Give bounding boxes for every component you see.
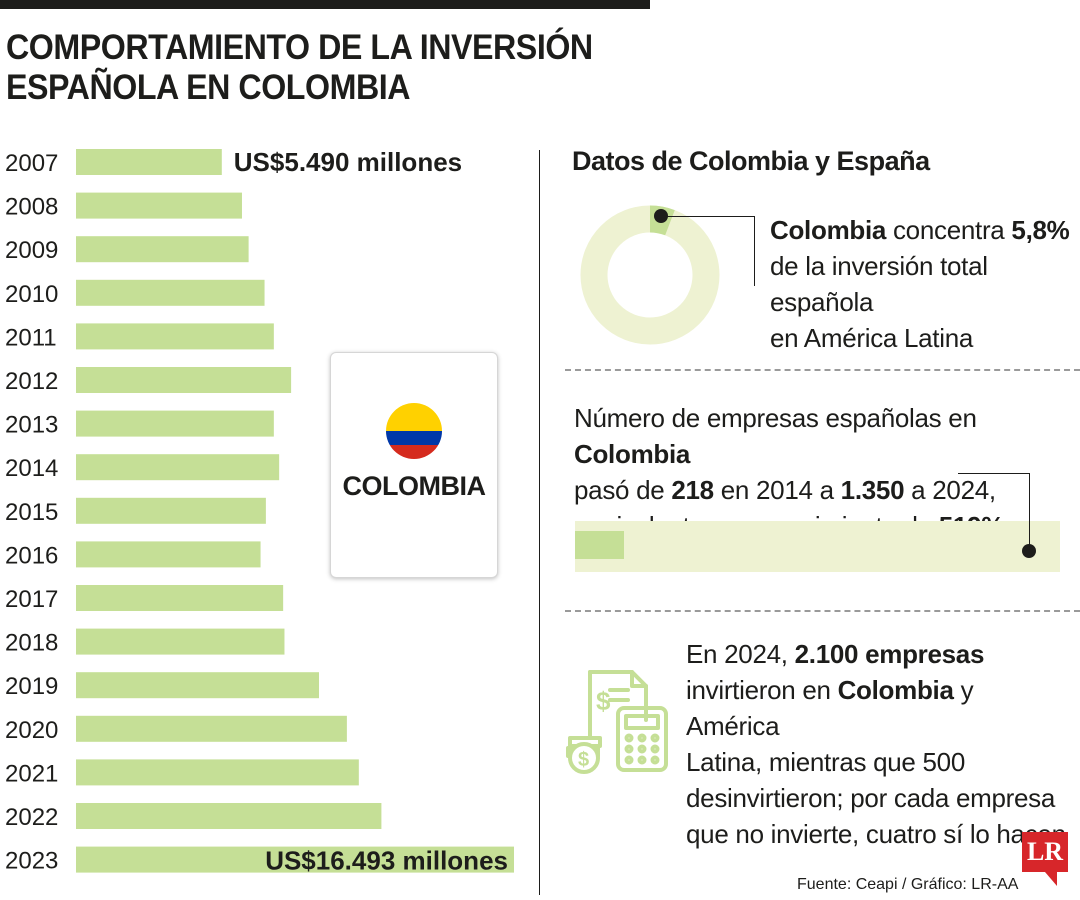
bar-2010 xyxy=(76,279,265,306)
bar-2017 xyxy=(76,585,284,611)
bar-2014 xyxy=(76,454,280,481)
donut-callout-line xyxy=(662,216,754,217)
year-label-2014: 2014 xyxy=(5,455,58,482)
year-label-2012: 2012 xyxy=(5,368,58,395)
share-donut-chart xyxy=(580,205,720,345)
chart-title: COMPORTAMIENTO DE LA INVERSIÓN ESPAÑOLA … xyxy=(6,28,593,108)
bar-2018 xyxy=(76,628,285,655)
investment-bar-chart: 2007 2008 2009 2010 2011 2012 2013 2014 2015 2016… xyxy=(5,147,514,876)
year-label-2021: 2021 xyxy=(5,760,58,787)
growth-bar-track xyxy=(575,521,1060,572)
bar-2015 xyxy=(76,497,266,524)
year-label-2009: 2009 xyxy=(5,237,58,264)
bar-2019 xyxy=(76,672,319,699)
companies-2024-text: En 2024, 2.100 empresas invirtieron en C… xyxy=(686,639,1066,849)
year-label-2023: 2023 xyxy=(5,848,58,875)
data-label-first: US$5.490 millones xyxy=(234,147,462,177)
bar-2009 xyxy=(76,236,249,263)
stat1-country: Colombia xyxy=(770,215,887,245)
dashed-divider xyxy=(565,369,1080,371)
year-label-2011: 2011 xyxy=(5,324,57,351)
flag-country-name: COLOMBIA xyxy=(342,471,486,501)
lr-logo: LR xyxy=(1022,832,1068,872)
colombia-flag-icon xyxy=(386,403,442,459)
growth-bar-2014 xyxy=(575,531,624,559)
companies-2014: 218 xyxy=(671,475,714,505)
bar-2012 xyxy=(76,367,292,393)
title-line-2: ESPAÑOLA EN COLOMBIA xyxy=(6,68,411,107)
year-label-2019: 2019 xyxy=(5,673,58,700)
year-label-2017: 2017 xyxy=(5,586,58,613)
donut-callout-dot xyxy=(654,209,668,223)
bar-2021 xyxy=(76,759,359,786)
lr-logo-tail xyxy=(1045,872,1057,886)
year-label-2020: 2020 xyxy=(5,717,58,744)
section-title: Datos de Colombia y España xyxy=(572,146,930,176)
stat1-percent: 5,8% xyxy=(1011,215,1070,245)
svg-text:$: $ xyxy=(596,686,611,716)
bar-2008 xyxy=(76,192,242,219)
donut-track xyxy=(580,205,720,345)
bar-2016 xyxy=(76,541,261,568)
dashed-divider xyxy=(565,610,1080,612)
top-rule xyxy=(0,0,650,9)
year-label-2013: 2013 xyxy=(5,412,58,439)
growth-callout-dot xyxy=(1022,544,1036,558)
money-calculator-icon: $ $ xyxy=(566,670,668,774)
data-label-last: US$16.493 millones xyxy=(265,846,508,876)
year-label-2016: 2016 xyxy=(5,542,58,569)
year-label-2022: 2022 xyxy=(5,804,58,831)
year-label-2007: 2007 xyxy=(5,150,58,177)
year-label-2015: 2015 xyxy=(5,499,58,526)
growth-callout-line xyxy=(958,473,1030,474)
title-line-1: COMPORTAMIENTO DE LA INVERSIÓN xyxy=(6,28,593,67)
year-label-2010: 2010 xyxy=(5,281,58,308)
bar-2011 xyxy=(76,323,274,350)
colombia-share-text: Colombia concentra 5,8% de la inversión … xyxy=(770,215,1070,353)
source-note: Fuente: Ceapi / Gráfico: LR-AA xyxy=(797,876,1019,893)
year-label-2008: 2008 xyxy=(5,194,58,221)
companies-2024: 1.350 xyxy=(840,475,905,505)
year-label-2018: 2018 xyxy=(5,630,58,657)
svg-text:$: $ xyxy=(578,749,589,771)
donut-callout-line-vertical xyxy=(754,216,755,286)
vertical-divider xyxy=(539,150,540,895)
bar-2023 xyxy=(76,846,514,873)
bar-2007 xyxy=(76,149,222,175)
bar-2022 xyxy=(76,803,382,829)
colombia-flag-card: COLOMBIA xyxy=(330,352,498,578)
bar-2020 xyxy=(76,715,347,742)
bar-2013 xyxy=(76,410,274,437)
growth-callout-line-vertical xyxy=(1029,473,1030,551)
